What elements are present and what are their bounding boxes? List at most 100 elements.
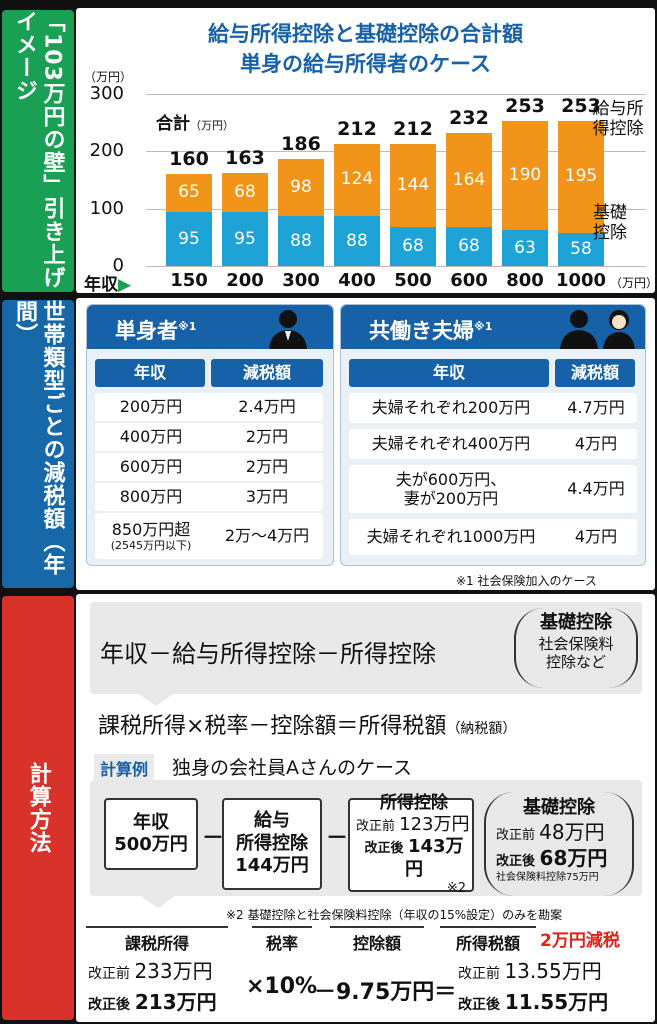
minus-2: －: [326, 826, 349, 851]
x-tick-label: 300: [282, 270, 320, 291]
couple-row: 夫婦それぞれ400万円 4万円: [349, 429, 637, 459]
single-cut-cell: 2万円: [245, 427, 289, 447]
couple-income-cell: 夫婦それぞれ1000万円: [366, 527, 536, 547]
couple-row: 夫が600万円、 妻が200万円 4.4万円: [349, 465, 637, 513]
kazei-before-lbl: 改正前: [88, 966, 130, 982]
kiso-after: 改正後 68万円: [496, 845, 622, 871]
kiso-paren: 基礎控除 改正前 48万円 改正後 68万円 社会保険料控除75万円: [484, 792, 634, 896]
x-tick-label: 500: [394, 270, 432, 291]
section-tab-calc-label: 計算方法: [25, 762, 51, 854]
legend-kiso-text: 基礎控除: [593, 203, 627, 243]
bar-600: 164 68: [446, 132, 492, 266]
box-income-l1: 年収: [133, 811, 169, 833]
bar-segment-kyuyo: 195: [558, 120, 604, 233]
section-tab-calc: 計算方法: [2, 596, 74, 1020]
person-icon: [269, 310, 307, 349]
footnote-2: ※2 基礎控除と社会保険料控除（年収の15%設定）のみを勘案: [226, 908, 563, 922]
tax-rate: ×10%: [246, 974, 318, 999]
bar-segment-kyuyo: 190: [502, 120, 548, 230]
couple-income-cell: 夫婦それぞれ200万円: [371, 398, 531, 418]
bar-400: 124 88: [334, 144, 380, 266]
bar-800: 190 63: [502, 120, 548, 266]
header-kazei: 課税所得: [86, 926, 228, 954]
couple-income-cell: 夫が600万円、 妻が200万円: [395, 469, 507, 508]
single-col-cut: 減税額: [211, 359, 323, 387]
bar-segment-kiso: 58: [558, 232, 604, 266]
box-kyuyo-l2: 所得控除: [236, 832, 308, 854]
single-row: 850万円超 (2545万円以下) 2万〜4万円: [95, 513, 323, 559]
single-row: 600万円 2万円: [95, 453, 323, 481]
couple-cut-cell: 4.4万円: [567, 479, 625, 499]
chart-area: 0 100 200 300 65 95 160 150 68 95 163 200 98 88 186 300…: [76, 8, 655, 293]
paren-line1: 社会保険料: [538, 634, 614, 653]
section-tab-chart: 「103万円の壁」引き上げイメージ: [2, 10, 74, 292]
y-unit-label: （万円）: [84, 70, 133, 84]
kazei-before: 改正前 233万円: [88, 956, 217, 987]
single-mark: ※1: [178, 320, 197, 333]
couple-icon: [560, 310, 635, 349]
bar-segment-kiso: 68: [446, 227, 492, 266]
tax-values: 改正前 13.55万円 改正後 11.55万円: [458, 956, 608, 1018]
kazei-after: 改正後 213万円: [88, 987, 217, 1018]
x-tick-label: 200: [226, 270, 264, 291]
gridline: [146, 266, 646, 267]
box-shotoku-note: ※2: [446, 881, 466, 897]
x-tick-label: 150: [170, 270, 208, 291]
y-tick-label: 100: [89, 197, 124, 219]
total-label: 253: [561, 94, 601, 117]
box-shotoku-before-lbl: 改正前: [356, 818, 396, 834]
single-income-cell: 400万円: [119, 427, 183, 447]
box-kyuyo: 給与 所得控除 144万円: [222, 798, 322, 890]
kiso-note: 社会保険料控除75万円: [496, 872, 599, 884]
tax-before: 改正前 13.55万円: [458, 956, 608, 987]
example-pointer: [138, 894, 178, 908]
couple-cut-cell: 4.7万円: [567, 398, 625, 418]
x-unit-label: （万円）: [610, 276, 657, 290]
couple-cut-cell: 4万円: [574, 434, 618, 454]
tax-before-lbl: 改正前: [458, 966, 500, 982]
couple-row: 夫婦それぞれ1000万円 4万円: [349, 519, 637, 555]
single-col-income: 年収: [95, 359, 205, 387]
x-tick-label: 600: [450, 270, 488, 291]
minus-1: －: [202, 826, 225, 851]
box-shotoku-after-lbl: 改正後: [364, 841, 404, 857]
box-shotoku-title: 所得控除: [380, 792, 448, 813]
x-axis-label: 年収▶: [84, 270, 131, 295]
chart-panel: 給与所得控除と基礎控除の合計額 単身の給与所得者のケース （万円） 0 100 20…: [76, 8, 657, 295]
kojo-amount: －9.75万円＝: [314, 980, 457, 1005]
y-tick-label: 0: [112, 255, 124, 276]
single-title: 単身者: [115, 319, 178, 343]
box-kyuyo-l1: 給与: [254, 810, 290, 832]
x-axis-label-text: 年収: [84, 275, 118, 295]
header-kojo: 控除額: [330, 926, 424, 954]
tables-panel: 単身者※1 年収 減税額 200万円 2.4万円 400万円 2万円 600万円 2万円 8…: [76, 298, 655, 590]
paren-title: 基礎控除: [540, 612, 612, 633]
example-text: 独身の会社員Aさんのケース: [172, 757, 413, 779]
single-cut-cell: 2万円: [245, 457, 289, 477]
kazei-values: 改正前 233万円 改正後 213万円: [88, 956, 217, 1018]
formula1-box: [90, 602, 642, 694]
bar-segment-kiso: 95: [166, 211, 212, 266]
formula2-text: 課税所得×税率－控除額＝所得税額: [98, 714, 447, 739]
formula1: 年収－給与所得控除－所得控除: [100, 640, 436, 668]
couple-card: 共働き夫婦※1 年収 減税額 夫婦それぞれ200万円 4.7万円 夫婦それぞれ400…: [340, 304, 646, 566]
bar-500: 144 68: [390, 144, 436, 266]
formula1-pointer: [136, 692, 176, 706]
kiso-after-val: 68万円: [539, 846, 608, 871]
kazei-before-val: 233万円: [134, 959, 213, 983]
total-label: 163: [225, 146, 265, 169]
footnote-1: ※1 社会保険加入のケース: [456, 574, 597, 588]
bar-200: 68 95: [222, 172, 268, 266]
kazei-after-val: 213万円: [134, 990, 217, 1014]
legend-kyuyo: 給与所得控除: [592, 99, 644, 139]
single-income-cell: 600万円: [119, 457, 183, 477]
total-label: 232: [449, 106, 489, 129]
totals-unit: （万円）: [190, 119, 234, 132]
couple-mark: ※1: [474, 320, 493, 333]
bar-segment-kyuyo: 124: [334, 144, 380, 216]
totals-label: 合計（万円）: [156, 109, 234, 134]
tax-after-lbl: 改正後: [458, 997, 500, 1013]
couple-row: 夫婦それぞれ200万円 4.7万円: [349, 393, 637, 423]
x-tick-label: 800: [506, 270, 544, 291]
x-tick-label: 400: [338, 270, 376, 291]
